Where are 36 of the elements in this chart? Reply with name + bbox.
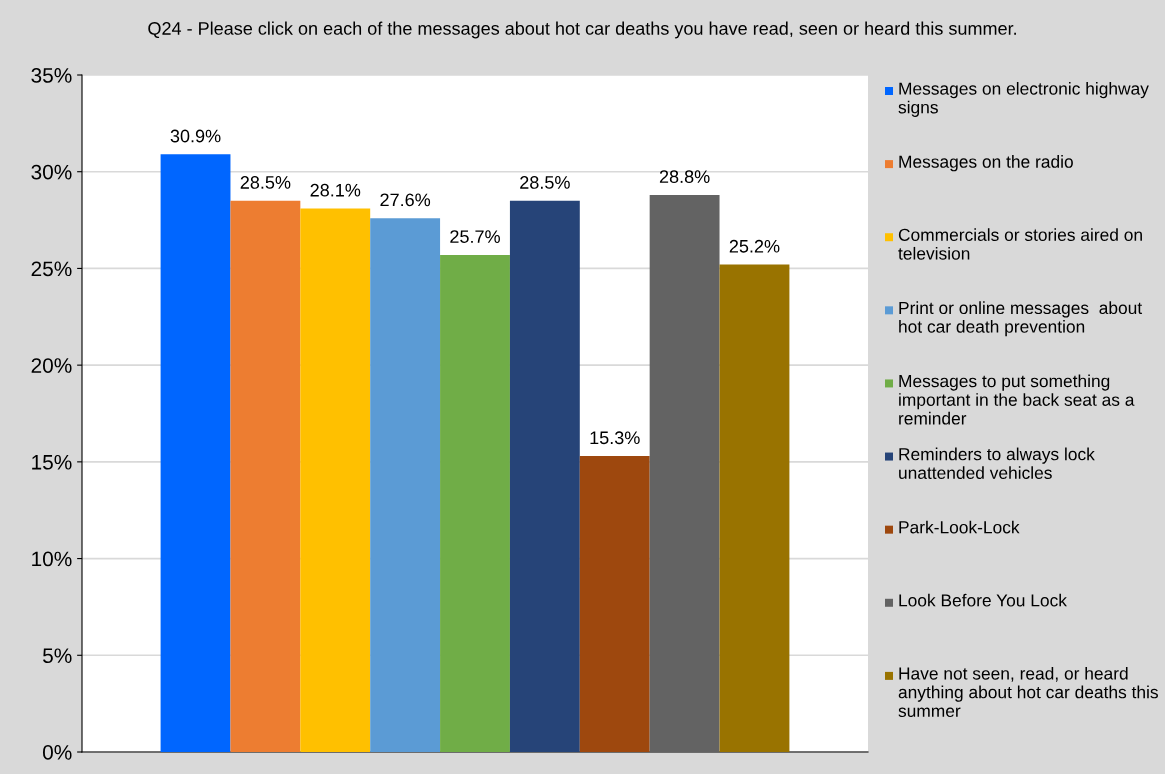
bar [370, 218, 441, 752]
data-label: 28.1% [310, 183, 361, 197]
bar [719, 264, 790, 752]
bar [160, 154, 231, 752]
data-label: 25.7% [450, 230, 500, 243]
data-label: 25.2% [729, 239, 780, 253]
data-label: 30.9% [170, 129, 221, 143]
legend-label: Look Before You Lock [899, 593, 1067, 607]
legend-label: Reminders to always lock unattended vehicles [899, 447, 1095, 480]
bar [509, 200, 580, 752]
y-tick-label: 15% [32, 454, 72, 470]
y-tick-label: 30% [31, 164, 72, 180]
bar [440, 254, 510, 752]
bar [579, 456, 650, 752]
legend-label: Have not seen, read, or heard anything about hot car deaths this summer [898, 666, 1158, 718]
y-tick-label: 35% [31, 68, 72, 83]
y-tick-label: 25% [31, 261, 72, 277]
bar [649, 194, 720, 752]
data-label: 28.8% [659, 170, 710, 184]
legend-label: Commercials or stories aired on television [898, 228, 1142, 260]
legend-label: Messages to put something important in the back seat as a reminder [899, 374, 1135, 425]
chart-title: Q24 - Please click on each of the messages about hot car deaths you have read, seen or heard this summer. [148, 21, 1016, 39]
y-tick-label: 20% [31, 358, 72, 373]
data-label: 27.6% [380, 193, 431, 207]
data-label: 28.5% [240, 176, 291, 189]
legend-label: Messages on electronic highway signs [898, 82, 1149, 117]
legend-label: Park-Look-Lock [899, 520, 1020, 534]
data-label: 15.3% [590, 431, 640, 445]
bar [300, 208, 371, 752]
y-tick-label: 5% [43, 648, 72, 664]
legend-label: Print or online messages about hot car death prevention [899, 301, 1143, 337]
legend-label: Messages on the radio [899, 155, 1073, 172]
data-label: 28.5% [520, 176, 570, 189]
y-tick-label: 0% [42, 745, 72, 760]
y-tick-label: 10% [32, 551, 72, 567]
bar [230, 200, 301, 752]
